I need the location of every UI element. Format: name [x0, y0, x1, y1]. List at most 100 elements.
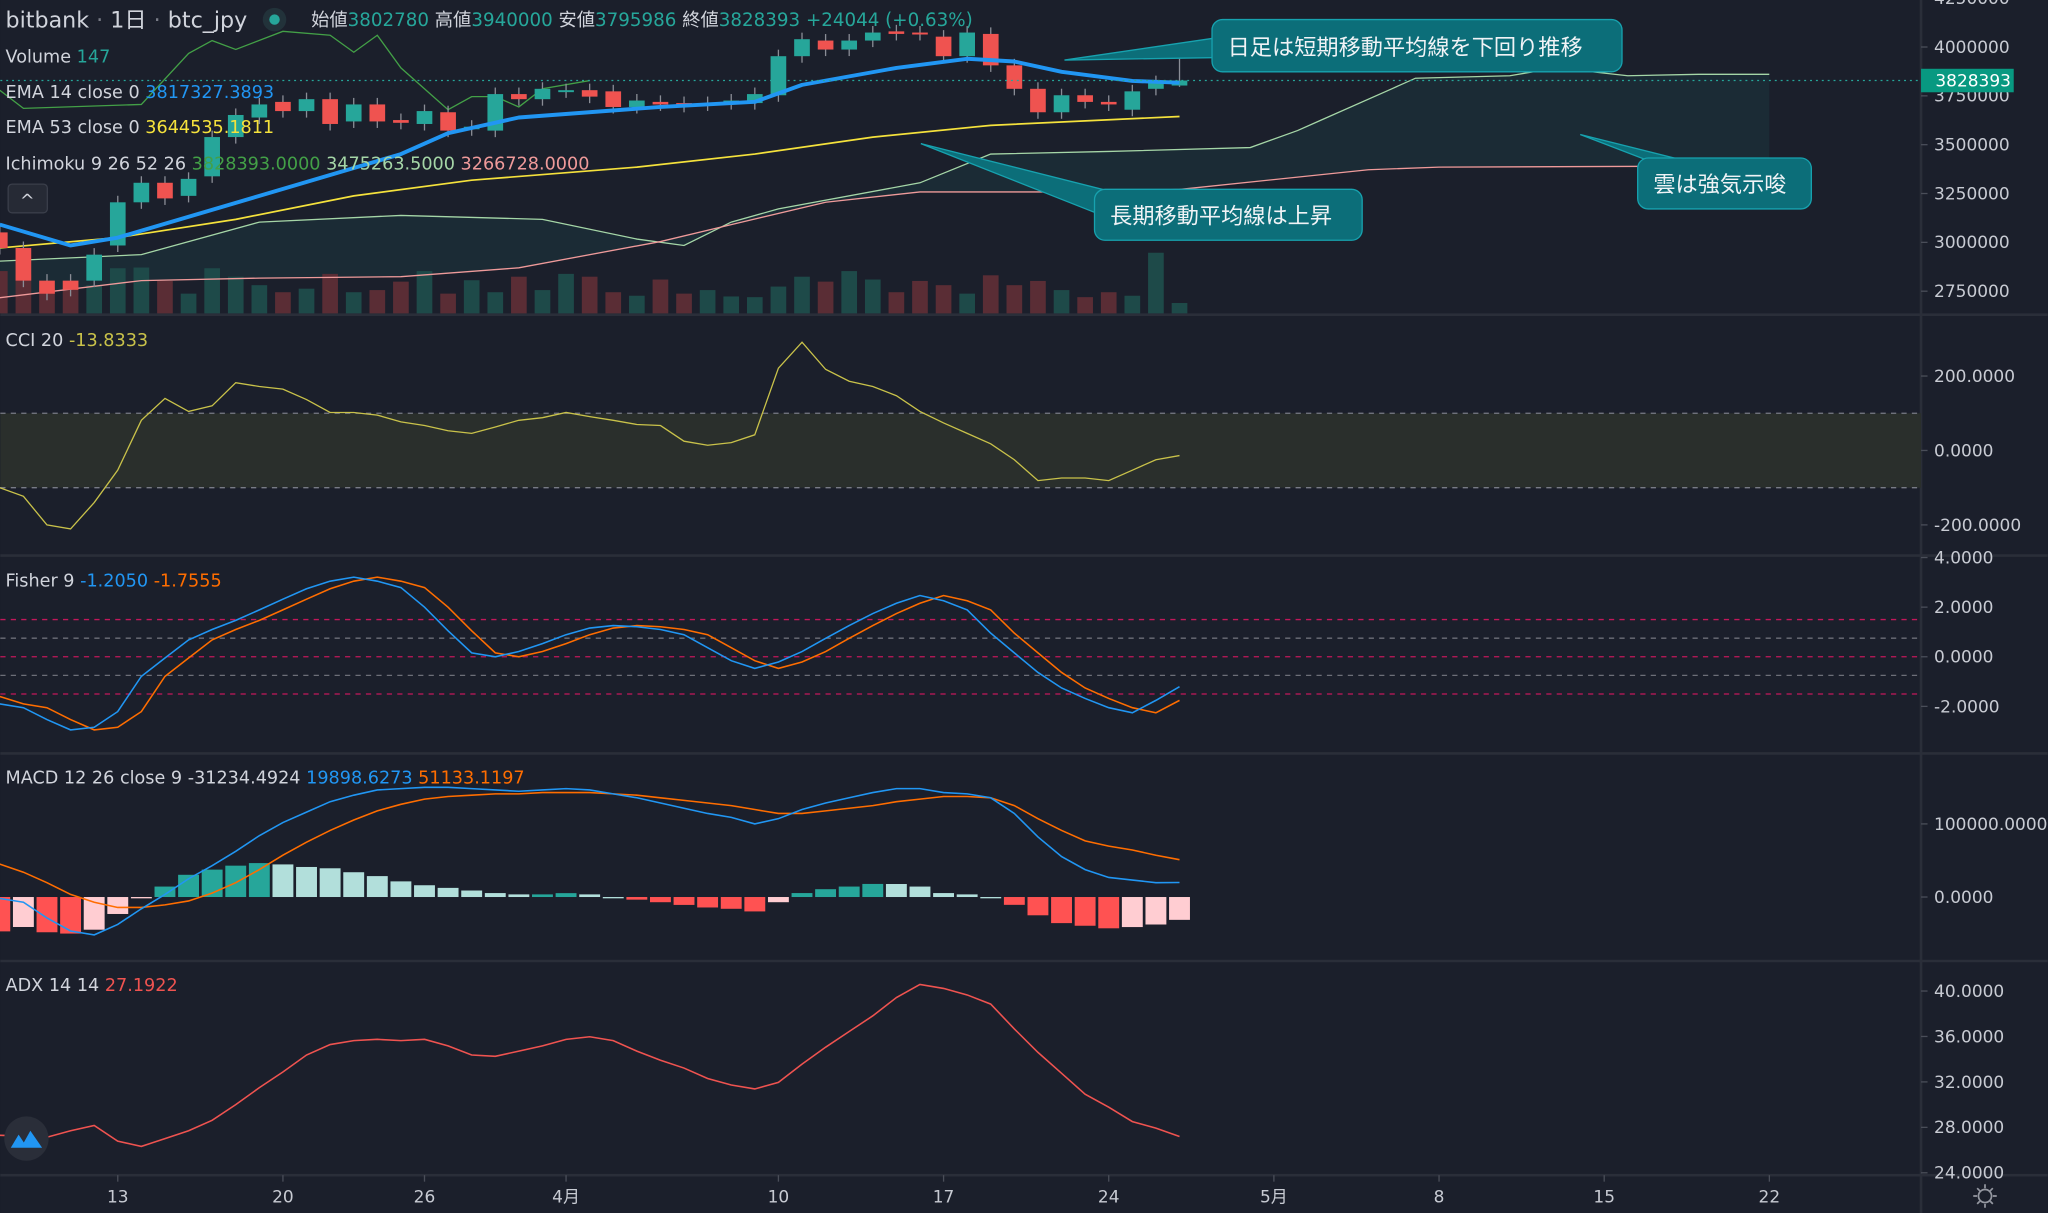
macd-histogram-bar — [1027, 897, 1049, 916]
macd-histogram — [0, 863, 1190, 934]
axis-label-fisher: 0.0000 — [1934, 648, 1993, 668]
volume-bar — [1124, 295, 1141, 314]
candle-body — [770, 56, 787, 96]
candle-body — [1077, 95, 1093, 102]
cci-band — [0, 413, 1922, 488]
low-value: 3795986 — [595, 10, 676, 31]
legend-adx[interactable]: ADX 14 14 27.1922 — [6, 976, 178, 996]
macd-histogram-bar — [1145, 897, 1167, 925]
axis-label-adx: 40.0000 — [1934, 982, 2004, 1002]
time-label: 26 — [414, 1188, 436, 1208]
candle-body — [982, 33, 999, 66]
candle-body — [275, 101, 291, 112]
candle — [534, 82, 551, 106]
cci-line — [0, 341, 1180, 530]
legend-macd[interactable]: MACD 12 26 close 9 -31234.4924 19898.627… — [6, 768, 525, 788]
fisher-trigger-line — [0, 576, 1180, 731]
green-dot-icon — [269, 14, 280, 25]
candle — [393, 113, 409, 130]
candle — [912, 26, 928, 41]
volume-bar — [180, 293, 197, 314]
candle-body — [534, 88, 551, 100]
macd-histogram-bar — [248, 863, 270, 898]
legend-fisher[interactable]: Fisher 9 -1.2050 -1.7555 — [6, 571, 222, 591]
candle — [62, 274, 79, 297]
macd-histogram-bar — [579, 894, 601, 898]
candle-body — [39, 280, 55, 294]
legend-cci[interactable]: CCI 20 -13.8333 — [6, 331, 149, 351]
volume-bar — [912, 280, 928, 314]
legend-label: Ichimoku 9 26 52 26 — [6, 155, 187, 175]
candle — [864, 26, 881, 48]
price-axes[interactable]: 4250000400000037500003500000325000030000… — [1921, 0, 2047, 1184]
high-label: 高値 — [435, 10, 472, 31]
volume-bar — [275, 292, 291, 314]
tradingview-logo-icon[interactable] — [4, 1116, 49, 1161]
volume-bar — [982, 275, 999, 314]
volume-bar — [629, 295, 645, 314]
candle-body — [369, 104, 386, 122]
time-label: 24 — [1098, 1188, 1120, 1208]
macd-histogram-bar — [319, 868, 341, 898]
macd-histogram-bar — [885, 884, 907, 898]
legend-ema53[interactable]: EMA 53 close 0 3644535.1811 — [6, 118, 275, 138]
volume-bar — [581, 276, 598, 314]
legend-label: EMA 53 close 0 — [6, 118, 140, 138]
candle-body — [416, 111, 433, 124]
macd-histogram-bar — [178, 874, 200, 898]
volume-bar — [676, 293, 692, 314]
svg-text:bitbank · 1日: bitbank · 1日 · btc_jpy — [6, 7, 248, 33]
macd-histogram-bar — [862, 883, 884, 898]
candle-body — [0, 232, 8, 249]
macd-histogram-bar — [791, 893, 813, 898]
macd-histogram-bar — [437, 887, 459, 898]
legend-ichimoku[interactable]: Ichimoku 9 26 52 26 3828393.0000 3475263… — [6, 155, 590, 175]
axis-label-main: 4250000 — [1934, 0, 2010, 9]
candle-body — [1053, 95, 1070, 113]
legend-volume[interactable]: Volume 147 — [6, 48, 111, 68]
candle — [1030, 82, 1046, 119]
volume-bar — [369, 290, 386, 314]
macd-histogram-bar — [1074, 897, 1096, 926]
callout-short-ema[interactable]: 日足は短期移動平均線を下回り推移 — [1064, 18, 1623, 73]
gear-icon[interactable] — [1973, 1184, 1997, 1208]
interval[interactable]: 1日 — [110, 7, 146, 33]
macd-histogram-bar — [366, 876, 388, 898]
candle — [86, 248, 103, 288]
callout-box — [1093, 188, 1363, 241]
candle-body — [581, 90, 598, 97]
symbol-name[interactable]: btc_jpy — [168, 7, 247, 33]
collapse-legend-button[interactable]: ^ — [7, 183, 48, 214]
macd-histogram-bar — [343, 872, 365, 898]
candle — [888, 24, 905, 41]
ema14-line — [0, 56, 1180, 248]
macd-histogram-bar — [1098, 897, 1120, 929]
candle — [746, 87, 763, 110]
legend-value: 19898.6273 — [306, 768, 412, 788]
candle — [39, 274, 55, 301]
candle — [0, 225, 8, 255]
candle — [322, 92, 338, 131]
volume-bar — [39, 287, 55, 314]
candle-body — [935, 36, 952, 57]
time-label: 4月 — [552, 1188, 580, 1208]
macd-histogram-bar — [532, 894, 553, 898]
volume-bar — [109, 268, 126, 314]
time-label: 22 — [1759, 1188, 1781, 1208]
candle-body — [888, 31, 905, 34]
legend-value: 27.1922 — [105, 976, 178, 996]
last-price-label: 3828393 — [1935, 71, 2011, 91]
volume-bar — [558, 273, 574, 314]
volume-bar — [345, 292, 362, 314]
candle — [180, 172, 197, 203]
volume-bar — [770, 286, 787, 314]
callout-cloud[interactable]: 雲は強気示唆 — [1579, 133, 1812, 210]
time-axis[interactable]: 13 20 26 4月 10 17 24 5月 8 15 22 — [107, 1175, 1781, 1208]
macd-histogram-bar — [980, 897, 1002, 899]
candle-body — [157, 182, 173, 199]
symbol-header[interactable]: bitbank · 1日 · btc_jpy 始値3802780 高値39400… — [6, 7, 973, 33]
callout-long-ema[interactable]: 長期移動平均線は上昇 — [920, 142, 1363, 241]
time-label: 8 — [1434, 1188, 1445, 1208]
legend-ema14[interactable]: EMA 14 close 0 3817327.3893 — [6, 83, 275, 103]
